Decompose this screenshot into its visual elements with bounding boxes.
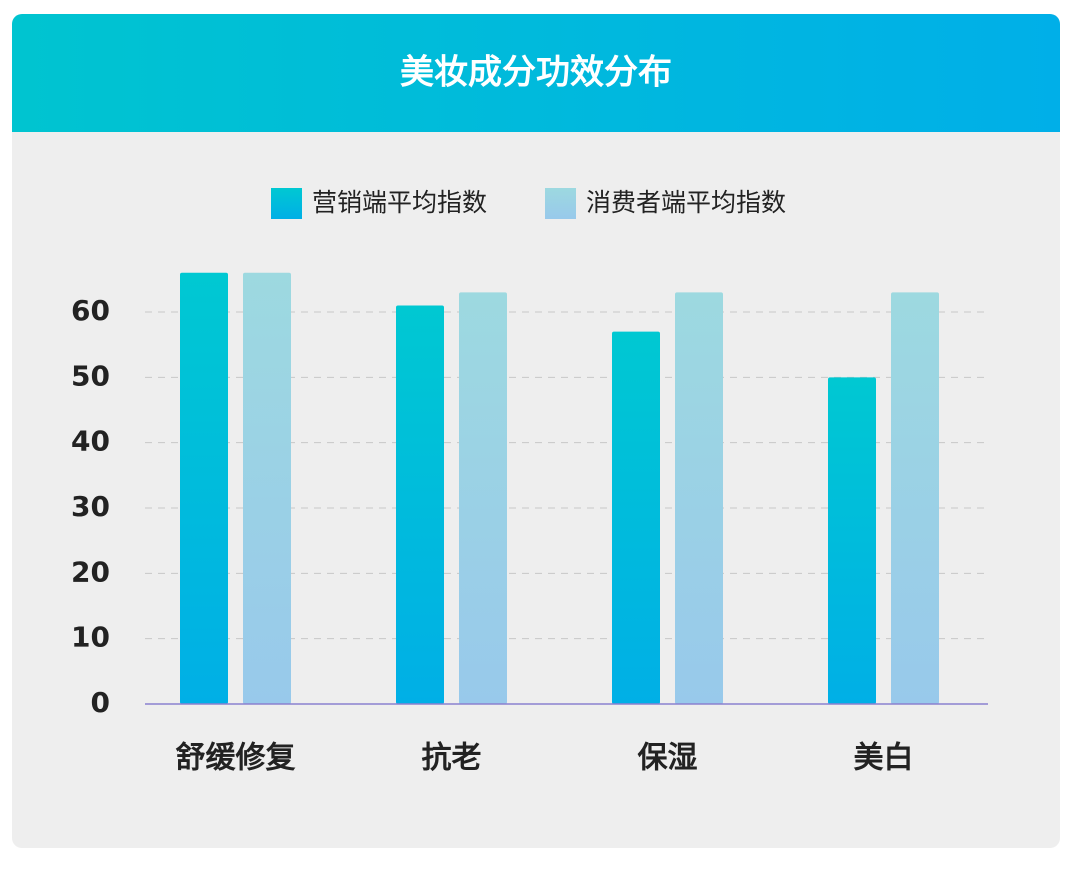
y-tick-label: 10 [71, 621, 110, 654]
chart-title: 美妆成分功效分布 [400, 53, 672, 93]
bar [243, 272, 291, 704]
legend-label: 消费者端平均指数 [586, 188, 786, 217]
bar [828, 377, 876, 704]
bar [675, 292, 723, 704]
header [12, 14, 1060, 132]
legend-swatch [545, 188, 576, 219]
y-tick-label: 60 [71, 294, 110, 327]
y-tick-label: 40 [71, 425, 110, 458]
bar [396, 305, 444, 704]
bar [180, 272, 228, 704]
x-tick-label: 美白 [854, 741, 914, 776]
legend-swatch [271, 188, 302, 219]
y-tick-label: 30 [71, 490, 110, 523]
y-tick-label: 20 [71, 555, 110, 588]
y-tick-label: 50 [71, 359, 110, 392]
bar [612, 331, 660, 704]
legend-label: 营销端平均指数 [312, 188, 487, 217]
x-tick-label: 保湿 [638, 741, 698, 776]
x-tick-label: 舒缓修复 [176, 741, 296, 776]
x-tick-label: 抗老 [422, 741, 482, 776]
y-tick-label: 0 [91, 686, 110, 719]
bar [891, 292, 939, 704]
bar [459, 292, 507, 704]
